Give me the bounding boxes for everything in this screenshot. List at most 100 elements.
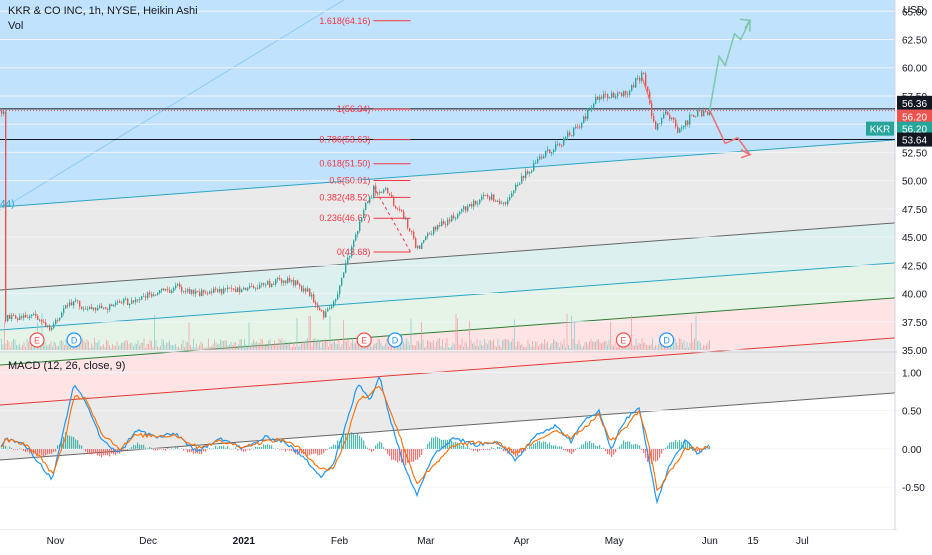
candle-body xyxy=(33,313,35,315)
macd-histogram-bar xyxy=(123,448,125,451)
macd-histogram-bar xyxy=(97,448,99,456)
macd-histogram-bar xyxy=(391,448,393,461)
volume-bar xyxy=(65,339,67,350)
volume-bar xyxy=(61,339,62,350)
macd-histogram-bar xyxy=(185,448,187,450)
candle-body xyxy=(557,143,559,145)
candle-body xyxy=(169,289,171,293)
volume-bar xyxy=(323,342,325,350)
macd-histogram-bar xyxy=(99,448,101,457)
candle-body xyxy=(353,240,355,247)
volume-bar xyxy=(541,342,542,350)
volume-bar xyxy=(608,340,610,350)
macd-histogram-bar xyxy=(65,432,67,449)
macd-histogram-bar xyxy=(461,445,463,449)
macd-histogram-bar xyxy=(271,445,273,449)
candle-body xyxy=(677,126,679,133)
candle-body xyxy=(273,283,275,285)
candle-body xyxy=(701,110,703,117)
chart-title: KKR & CO INC, 1h, NYSE, Heikin Ashi xyxy=(8,5,198,17)
candle-body xyxy=(419,245,421,249)
macd-histogram-bar xyxy=(439,438,441,449)
macd-histogram-bar xyxy=(525,448,527,451)
volume-bar xyxy=(356,342,358,350)
candle-body xyxy=(129,303,131,306)
macd-histogram-bar xyxy=(539,440,541,449)
candle-body xyxy=(3,111,5,114)
event-marker-earnings-0[interactable] xyxy=(29,332,45,348)
macd-histogram-bar xyxy=(19,448,21,449)
price-tick-label-10: 60.00 xyxy=(902,64,927,75)
volume-bar xyxy=(266,345,268,350)
candle-body xyxy=(7,315,9,322)
volume-bar xyxy=(188,322,190,350)
macd-histogram-bar xyxy=(317,448,319,456)
volume-bar xyxy=(346,341,347,350)
fib-level-label-0: 1.618(64.16) xyxy=(319,16,370,26)
event-marker-dividend-1[interactable] xyxy=(66,332,82,348)
macd-histogram-bar xyxy=(467,445,469,449)
volume-bar xyxy=(50,341,52,350)
macd-histogram-bar xyxy=(365,445,367,449)
macd-histogram-bar xyxy=(369,448,371,451)
candle-body xyxy=(413,231,415,239)
volume-bar xyxy=(193,338,194,350)
volume-bar xyxy=(635,338,637,350)
event-marker-dividend-5[interactable] xyxy=(659,332,675,348)
horizontal-lines-layer[interactable] xyxy=(0,108,895,141)
candle-body xyxy=(467,206,469,211)
candle-body xyxy=(337,294,339,300)
volume-bar xyxy=(202,343,203,350)
projection-layer[interactable] xyxy=(641,18,752,159)
macd-histogram-bar xyxy=(395,448,397,461)
event-marker-earnings-2[interactable] xyxy=(356,332,372,348)
candle-body xyxy=(631,85,633,91)
macd-histogram-bar xyxy=(385,448,387,451)
volume-bar xyxy=(508,339,509,350)
volume-bar xyxy=(205,347,206,350)
candle-body xyxy=(317,304,319,308)
candle-body xyxy=(181,287,183,292)
macd-histogram-bar xyxy=(333,444,335,449)
event-label-1: D xyxy=(71,336,78,346)
projection-down-path[interactable] xyxy=(709,110,751,156)
candle-body xyxy=(185,291,187,292)
event-marker-dividend-3[interactable] xyxy=(387,332,403,348)
candle-body xyxy=(659,123,661,125)
candle-body xyxy=(545,150,547,157)
volume-bar xyxy=(391,346,392,350)
volume-bar xyxy=(280,340,281,350)
candle-body xyxy=(527,171,529,174)
candle-body xyxy=(503,202,505,204)
candle-body xyxy=(689,114,691,125)
fib-trend-line[interactable] xyxy=(372,186,411,253)
volume-bar xyxy=(101,346,103,350)
candle-body xyxy=(265,284,267,286)
macd-histogram-bar xyxy=(221,446,223,449)
macd-histogram-bar xyxy=(67,435,69,449)
volume-bar xyxy=(551,342,553,350)
volume-bar xyxy=(577,344,578,350)
macd-histogram-bar xyxy=(447,439,449,449)
candle-body xyxy=(57,320,59,321)
fib-retracement[interactable]: 1.618(64.16) 1(56.34) 0.786(53.63) 0.618(51… xyxy=(319,16,411,257)
candle-body xyxy=(5,111,7,322)
macd-histogram-bar xyxy=(71,436,73,449)
volume-bar xyxy=(493,339,494,350)
candle-body xyxy=(219,289,221,292)
volume-bar xyxy=(376,342,377,350)
time-tick-label-4: Mar xyxy=(417,536,435,547)
macd-histogram-bar xyxy=(307,448,309,457)
volume-bar xyxy=(112,344,113,350)
candle-body xyxy=(597,96,599,100)
event-marker-earnings-4[interactable] xyxy=(615,332,632,348)
macd-histogram-bar xyxy=(209,448,211,449)
volume-bar xyxy=(410,318,412,350)
candle-body xyxy=(127,298,129,306)
candle-body xyxy=(639,78,641,81)
candle-body xyxy=(139,299,141,301)
candle-body xyxy=(531,170,533,173)
